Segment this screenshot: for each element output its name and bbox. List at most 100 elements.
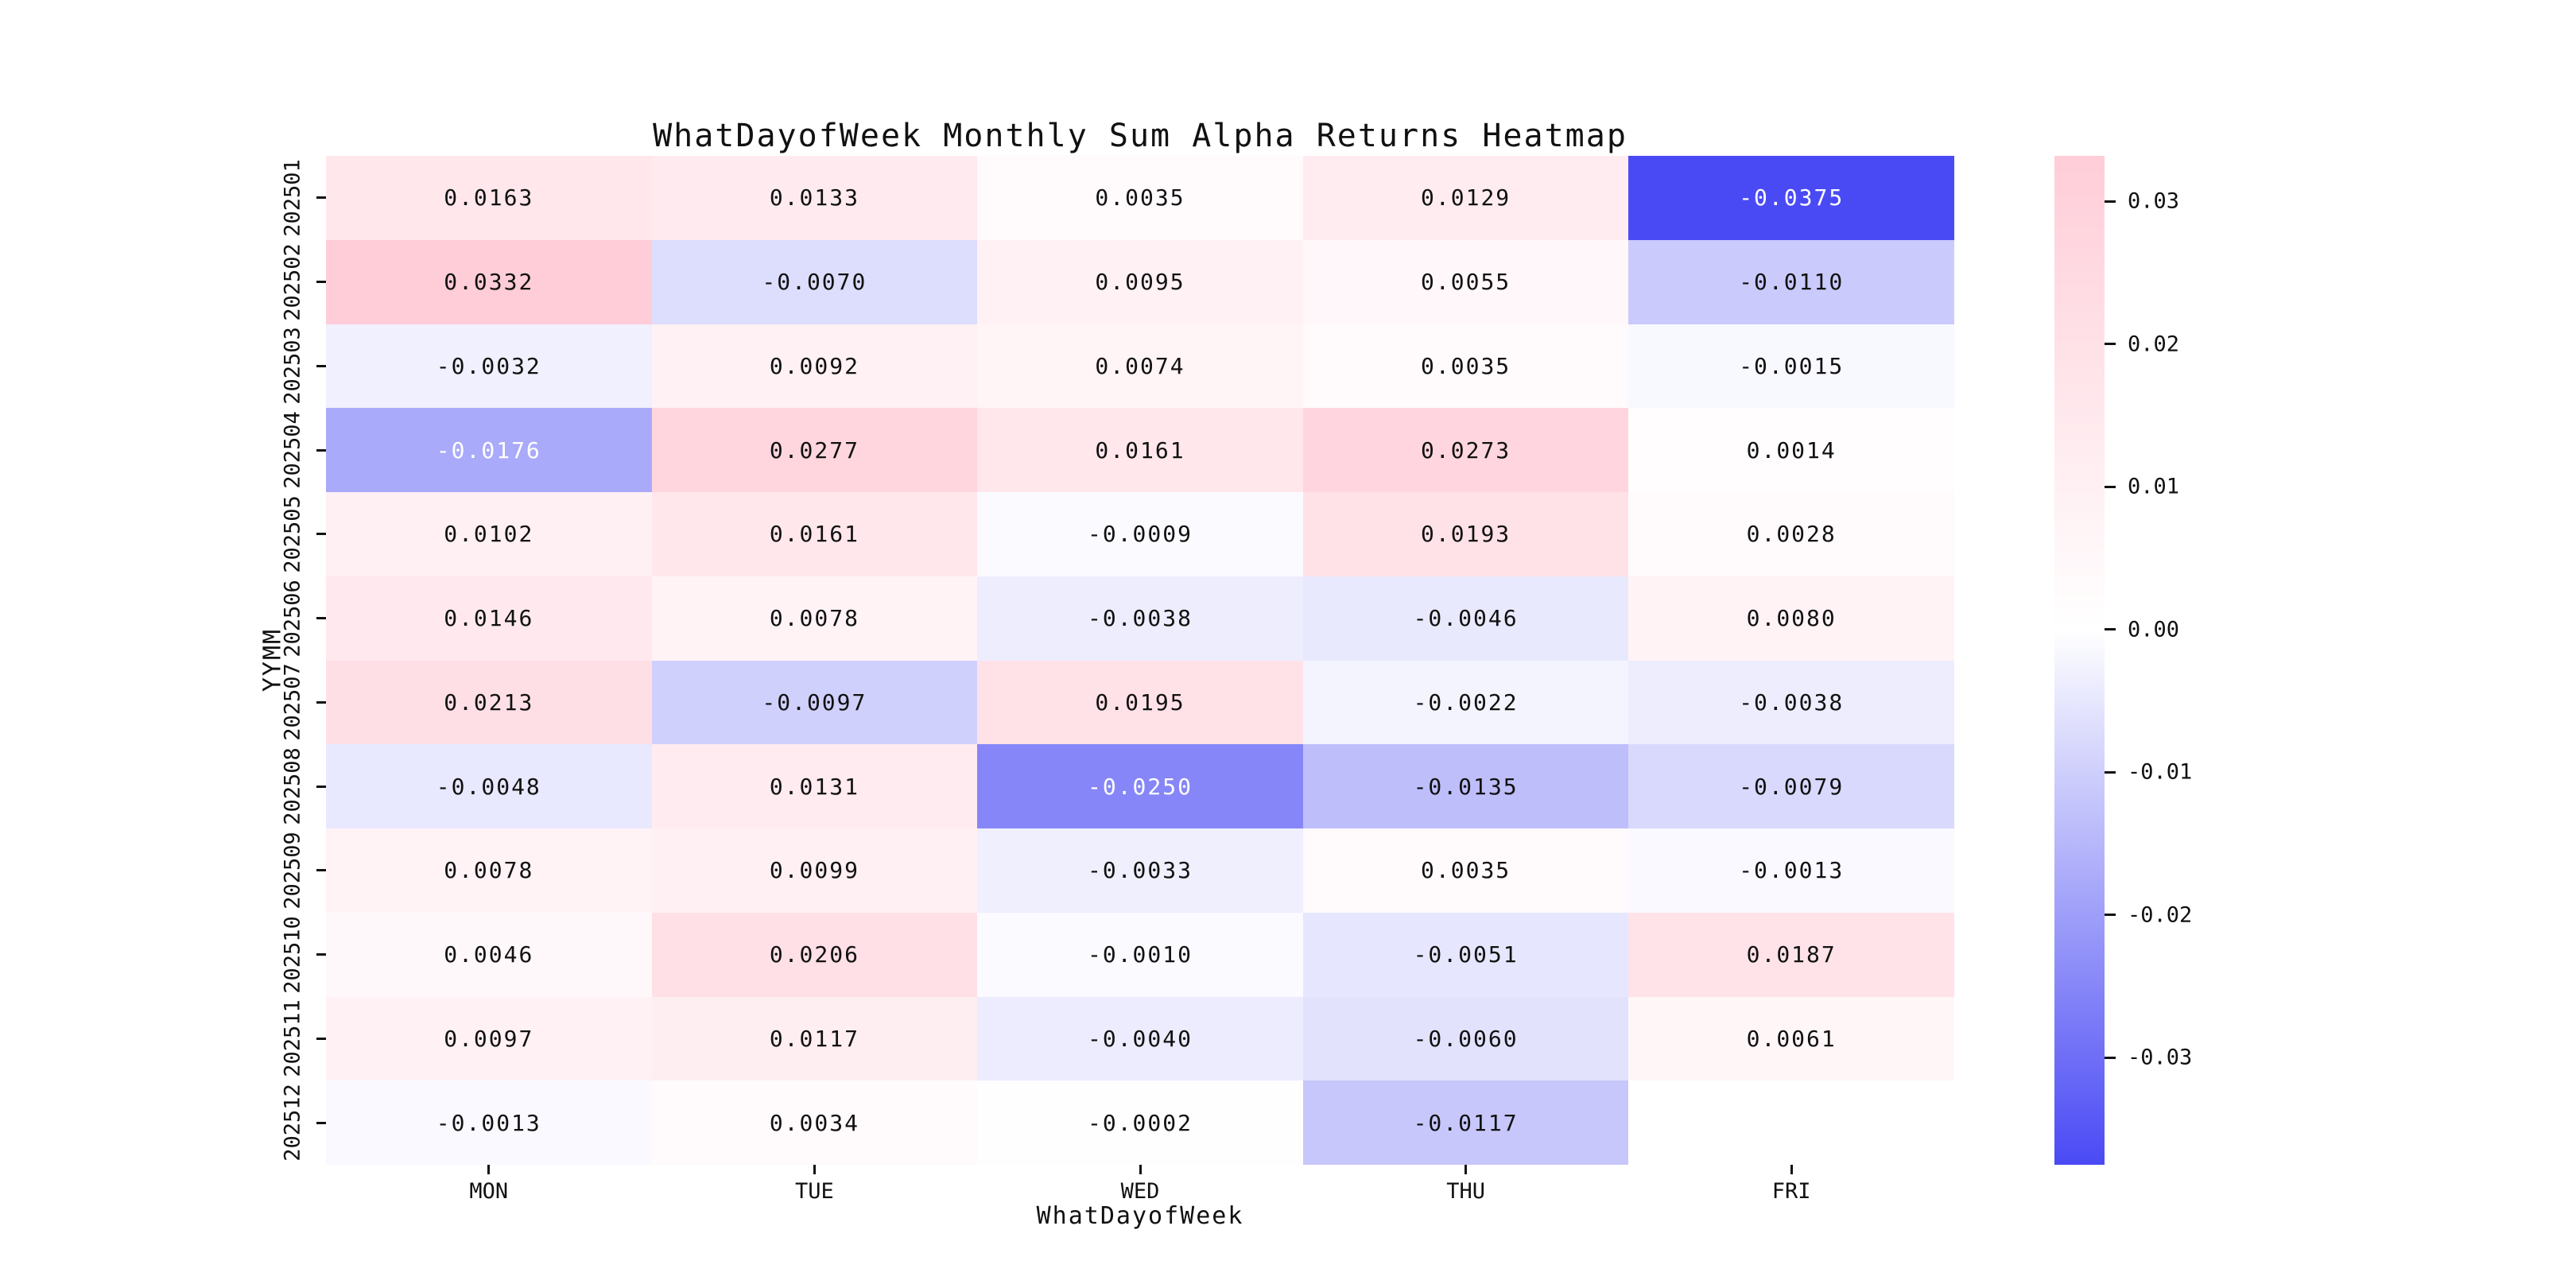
y-tick-label: 202501 (280, 159, 305, 237)
y-tick-mark (316, 953, 326, 956)
y-tick-label: 202512 (280, 1084, 305, 1162)
heatmap-cell: -0.0176 (326, 408, 652, 492)
heatmap-cell: 0.0117 (651, 996, 978, 1081)
heatmap-cell: -0.0097 (651, 660, 978, 745)
heatmap-cell: -0.0135 (1302, 744, 1629, 828)
heatmap-cell: 0.0099 (651, 828, 978, 913)
heatmap-cell: -0.0060 (1302, 996, 1629, 1081)
colorbar-tick-label: -0.01 (2128, 759, 2193, 785)
heatmap-cell: 0.0273 (1302, 408, 1629, 492)
heatmap-cell: 0.0035 (977, 156, 1303, 240)
heatmap-cell: -0.0032 (326, 324, 652, 409)
heatmap-cell: -0.0117 (1302, 1080, 1629, 1165)
heatmap-cell: 0.0277 (651, 408, 978, 492)
heatmap-cell: -0.0013 (326, 1080, 652, 1165)
heatmap-cell: 0.0097 (326, 996, 652, 1081)
heatmap-cell: 0.0195 (977, 660, 1303, 745)
heatmap-cell: -0.0079 (1628, 744, 1954, 828)
heatmap-cell: 0.0078 (651, 576, 978, 661)
colorbar-tick-mark (2105, 200, 2116, 203)
heatmap-cell: 0.0129 (1302, 156, 1629, 240)
y-tick-mark (316, 364, 326, 367)
colorbar-tick-label: 0.00 (2128, 617, 2180, 642)
colorbar-tick-mark (2105, 770, 2116, 774)
heatmap-cell: 0.0163 (326, 156, 652, 240)
y-tick-label: 202510 (280, 915, 305, 994)
heatmap-cell: 0.0193 (1302, 492, 1629, 576)
heatmap-cell: 0.0055 (1302, 239, 1629, 324)
heatmap-cell: -0.0038 (1628, 660, 1954, 745)
heatmap-cell: 0.0133 (651, 156, 978, 240)
y-tick-label: 202507 (280, 663, 305, 742)
heatmap-cell: 0.0061 (1628, 996, 1954, 1081)
y-tick-mark (316, 281, 326, 284)
heatmap-cell: -0.0110 (1628, 239, 1954, 324)
heatmap-cell: -0.0046 (1302, 576, 1629, 661)
chart-title: WhatDayofWeek Monthly Sum Alpha Returns … (653, 118, 1627, 154)
heatmap-cell: 0.0213 (326, 660, 652, 745)
x-axis-label: WhatDayofWeek (1036, 1202, 1244, 1230)
x-tick-label: TUE (795, 1179, 834, 1204)
heatmap-cell: 0.0187 (1628, 912, 1954, 997)
heatmap-cell: -0.0051 (1302, 912, 1629, 997)
heatmap-cell: -0.0009 (977, 492, 1303, 576)
y-tick-label: 202505 (280, 495, 305, 573)
y-tick-label: 202509 (280, 832, 305, 910)
x-tick-mark (487, 1165, 491, 1174)
heatmap-cell: 0.0080 (1628, 576, 1954, 661)
heatmap-cell: 0.0035 (1302, 828, 1629, 913)
colorbar-tick-label: -0.03 (2128, 1045, 2193, 1070)
colorbar-tick-mark (2105, 343, 2116, 346)
heatmap-cell: 0.0074 (977, 324, 1303, 409)
colorbar-tick-label: 0.01 (2128, 474, 2180, 499)
y-tick-label: 202506 (280, 579, 305, 658)
x-tick-mark (1790, 1165, 1793, 1174)
heatmap-cell: 0.0131 (651, 744, 978, 828)
y-tick-mark (316, 869, 326, 872)
heatmap-cell: -0.0038 (977, 576, 1303, 661)
y-tick-label: 202508 (280, 747, 305, 825)
heatmap-grid: 0.0163 0.0133 0.0035 0.0129 -0.0375 0.0332 -0.… (326, 156, 1954, 1165)
heatmap-cell: 0.0028 (1628, 492, 1954, 576)
heatmap-cell: -0.0010 (977, 912, 1303, 997)
heatmap-cell: -0.0002 (977, 1080, 1303, 1165)
colorbar-tick-mark (2105, 914, 2116, 917)
colorbar-tick-mark (2105, 485, 2116, 488)
heatmap-cell: -0.0033 (977, 828, 1303, 913)
y-tick-mark (316, 617, 326, 620)
x-tick-label: MON (469, 1179, 509, 1204)
heatmap-cell: -0.0040 (977, 996, 1303, 1081)
heatmap-cell: 0.0095 (977, 239, 1303, 324)
colorbar-tick-label: 0.02 (2128, 332, 2180, 357)
colorbar-tick-label: 0.03 (2128, 188, 2180, 214)
heatmap-cell: 0.0102 (326, 492, 652, 576)
heatmap-cell: -0.0013 (1628, 828, 1954, 913)
y-tick-label: 202502 (280, 242, 305, 321)
heatmap-cell: 0.0034 (651, 1080, 978, 1165)
heatmap-cell (1628, 1080, 1954, 1165)
x-tick-label: THU (1446, 1179, 1485, 1204)
x-tick-label: FRI (1771, 1179, 1811, 1204)
y-tick-mark (316, 1121, 326, 1124)
heatmap-cell: 0.0092 (651, 324, 978, 409)
heatmap-cell: 0.0046 (326, 912, 652, 997)
x-tick-label: WED (1120, 1179, 1160, 1204)
y-tick-mark (316, 533, 326, 536)
heatmap-cell: -0.0015 (1628, 324, 1954, 409)
x-tick-mark (1465, 1165, 1468, 1174)
y-tick-label: 202511 (280, 999, 305, 1078)
y-tick-mark (316, 1037, 326, 1040)
heatmap-cell: -0.0070 (651, 239, 978, 324)
heatmap-cell: 0.0014 (1628, 408, 1954, 492)
colorbar-tick-mark (2105, 628, 2116, 631)
heatmap-cell: -0.0022 (1302, 660, 1629, 745)
x-tick-mark (1139, 1165, 1142, 1174)
heatmap-cell: 0.0078 (326, 828, 652, 913)
heatmap-cell: -0.0048 (326, 744, 652, 828)
colorbar-tick-label: -0.02 (2128, 902, 2193, 928)
y-tick-label: 202504 (280, 411, 305, 489)
colorbar-tick-mark (2105, 1056, 2116, 1059)
heatmap-cell: -0.0250 (977, 744, 1303, 828)
heatmap-cell: 0.0035 (1302, 324, 1629, 409)
